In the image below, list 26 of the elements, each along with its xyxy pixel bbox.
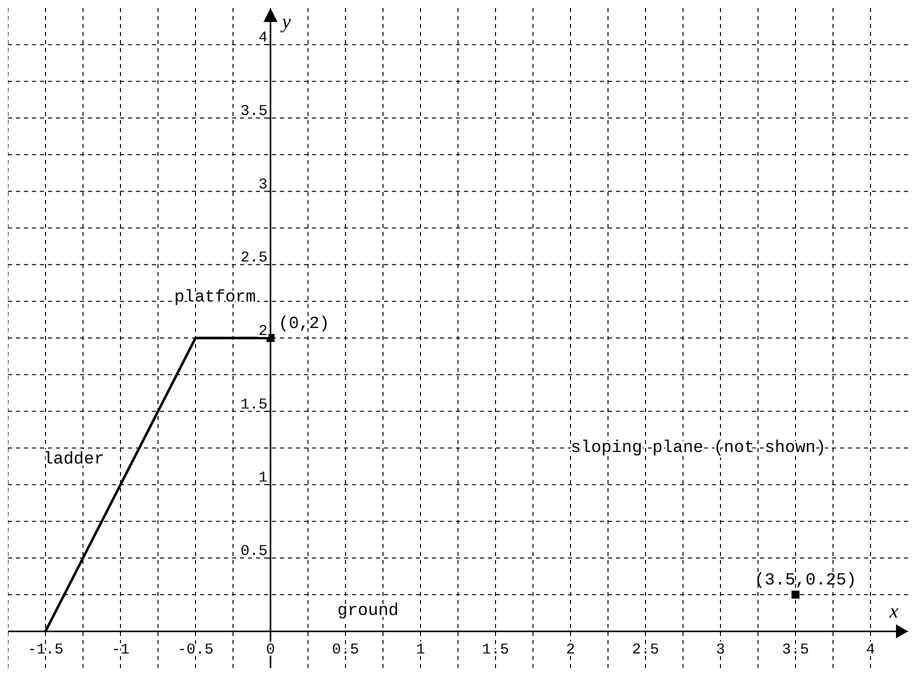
y-tick-label: 1: [258, 470, 268, 487]
x-tick-label: 2.5: [632, 641, 660, 658]
x-tick-label: -1.5: [27, 641, 64, 658]
annotation: (3.5,0.25): [754, 572, 857, 591]
x-tick-label: 4: [866, 641, 876, 658]
x-tick-label: 3: [716, 641, 726, 658]
y-tick-label: 3: [258, 176, 268, 194]
x-tick-label: 0.5: [332, 641, 360, 658]
annotation: sloping plane (not shown): [570, 439, 826, 458]
annotation: ladder: [43, 450, 104, 470]
y-tick-label: 2.5: [240, 250, 268, 267]
y-tick-label: 3.5: [240, 103, 268, 120]
y-tick-label: 0.5: [240, 543, 268, 560]
x-tick-label: 3.5: [782, 641, 810, 658]
y-axis-title: y: [280, 11, 292, 33]
y-tick-label: 2: [258, 323, 268, 340]
annotation: ground: [337, 602, 399, 622]
annotation: platform: [174, 288, 256, 308]
x-tick-label: -1: [111, 641, 130, 658]
x-tick-label: 2: [566, 641, 576, 658]
annotation: (0,2): [278, 315, 330, 334]
x-axis-title: x: [888, 600, 899, 622]
y-tick-label: 1.5: [240, 396, 268, 414]
x-tick-label: 1.5: [482, 641, 510, 658]
x-tick-label: -0.5: [177, 641, 214, 658]
y-tick-label: 4: [258, 30, 268, 47]
